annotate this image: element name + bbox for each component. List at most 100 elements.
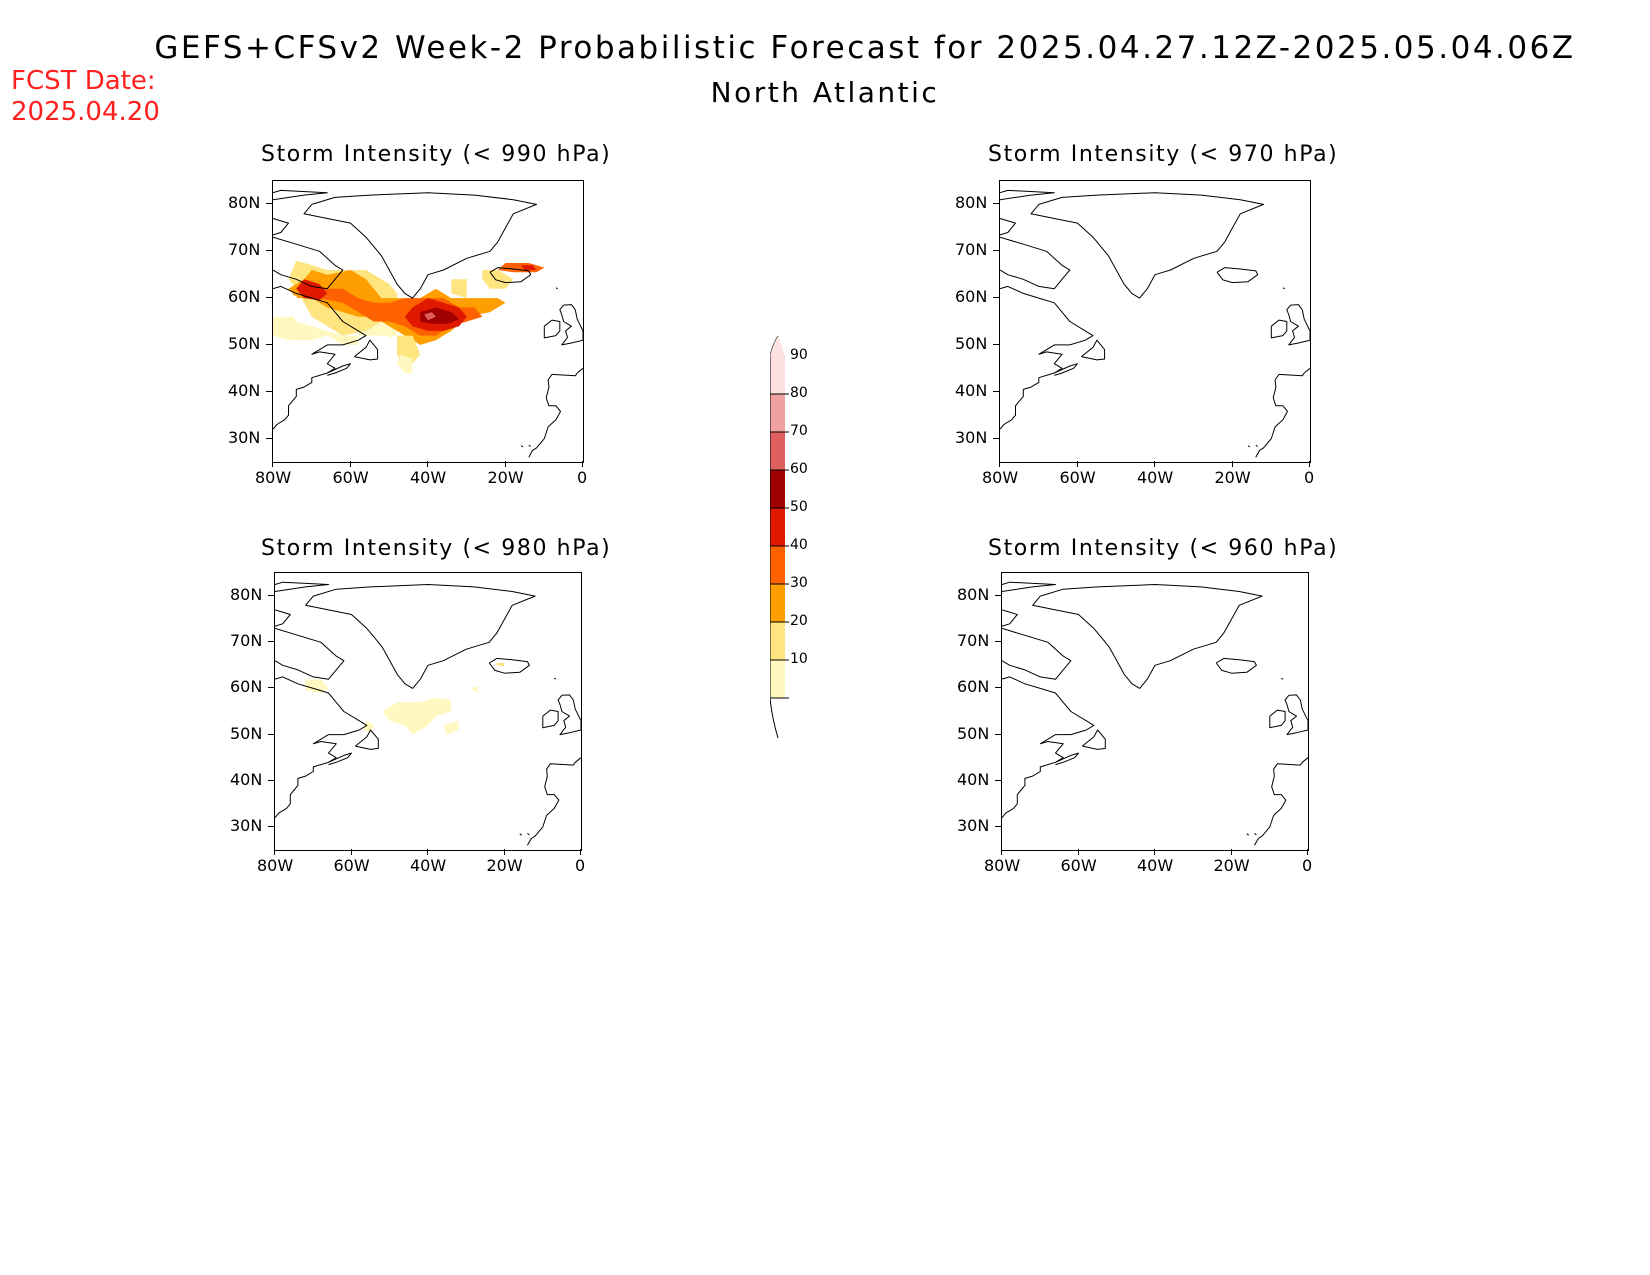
lon-tick (427, 461, 428, 467)
lon-tick (272, 461, 273, 467)
colorbar-label: 50 (790, 499, 808, 515)
coastline (327, 363, 351, 376)
map-panel-990 (272, 180, 584, 463)
page-title: GEFS+CFSv2 Week-2 Probabilistic Forecast… (154, 30, 1576, 66)
colorbar-swatch (770, 394, 785, 432)
lon-label: 60W (1060, 856, 1097, 875)
coastline (1002, 609, 1018, 627)
lat-label: 70N (228, 240, 261, 260)
lon-label: 20W (487, 468, 524, 487)
coastline (1254, 832, 1257, 836)
lat-label: 40N (230, 769, 263, 789)
panel-title-960: Storm Intensity (< 960 hPa) (988, 536, 1339, 561)
coastline (557, 694, 581, 736)
coastline (519, 833, 522, 836)
coastline (1055, 752, 1079, 766)
coastline (1054, 363, 1078, 376)
coastline (328, 752, 352, 766)
map-graphic (275, 581, 581, 846)
coastline (1246, 833, 1249, 836)
lat-tick (995, 641, 1001, 643)
fcst-date: FCST Date: 2025.04.20 (11, 66, 160, 128)
map-panel-980 (274, 572, 582, 851)
probability-area (296, 279, 328, 301)
lat-label: 80N (957, 585, 990, 605)
lon-label: 0 (1302, 856, 1313, 875)
coastline (1286, 304, 1310, 346)
probability-area (497, 263, 545, 273)
probability-area (451, 279, 467, 299)
lon-label: 60W (1059, 468, 1096, 487)
fcst-date-label: FCST Date: (11, 66, 156, 96)
coastline (489, 267, 532, 284)
map-graphic (273, 189, 583, 458)
coastline (1255, 367, 1310, 458)
coastline (273, 285, 367, 430)
lat-tick (995, 779, 1001, 781)
coastline (354, 339, 379, 361)
coastline (273, 218, 289, 236)
colorbar-label: 30 (790, 575, 808, 591)
lat-tick (268, 825, 274, 827)
coastline (526, 757, 581, 846)
coastline (1282, 287, 1286, 290)
lat-label: 50N (955, 333, 988, 353)
lon-tick (1230, 849, 1232, 855)
colorbar-label: 40 (790, 537, 808, 553)
coastline (354, 729, 379, 750)
lat-label: 40N (957, 769, 990, 789)
coastline (303, 192, 537, 299)
coastline (273, 189, 328, 201)
coastline (488, 657, 530, 674)
coastline (1255, 444, 1258, 447)
coastline (528, 444, 531, 447)
lat-label: 60N (230, 677, 263, 697)
colorbar-swatch (770, 356, 785, 394)
lon-tick (582, 461, 583, 467)
coastline (275, 676, 368, 819)
coastline (1280, 677, 1284, 680)
lat-label: 80N (955, 193, 988, 213)
no-data-area (273, 295, 304, 317)
lat-tick (995, 733, 1001, 735)
colorbar-swatch (770, 660, 785, 698)
lon-tick (1231, 461, 1233, 467)
coastline (275, 581, 329, 592)
probability-area (363, 720, 375, 733)
colorbar-label: 80 (790, 385, 808, 401)
probability-area (424, 312, 436, 321)
coastline (1002, 627, 1072, 680)
lon-label: 80W (982, 468, 1019, 487)
coastline (273, 236, 344, 290)
lon-label: 0 (1304, 468, 1315, 487)
colorbar-label: 90 (790, 347, 808, 363)
coastline (305, 584, 536, 689)
lon-label: 80W (257, 856, 294, 875)
lat-label: 50N (230, 723, 263, 743)
lat-tick (266, 203, 272, 205)
colorbar-swatch (770, 584, 785, 622)
lat-tick (993, 343, 999, 345)
lat-tick (266, 437, 272, 439)
coastline (1000, 285, 1094, 430)
colorbar-label: 70 (790, 423, 808, 439)
probability-area (496, 663, 505, 667)
lat-tick (268, 779, 274, 781)
fcst-date-value: 2025.04.20 (11, 97, 160, 127)
lon-tick (1154, 849, 1155, 855)
colorbar-swatch (770, 546, 785, 584)
probability-area (482, 270, 514, 289)
coastline (527, 832, 530, 836)
lon-label: 20W (1213, 856, 1250, 875)
coastline (275, 609, 291, 627)
lat-tick (266, 250, 272, 252)
panel-title-980: Storm Intensity (< 980 hPa) (261, 536, 612, 561)
lon-tick (999, 461, 1000, 467)
coastline (542, 709, 559, 729)
lon-label: 20W (1214, 468, 1251, 487)
coastline (1081, 339, 1106, 361)
colorbar-swatch (770, 470, 785, 508)
lat-label: 50N (228, 333, 261, 353)
lat-label: 70N (230, 631, 263, 651)
coastline (275, 627, 345, 680)
